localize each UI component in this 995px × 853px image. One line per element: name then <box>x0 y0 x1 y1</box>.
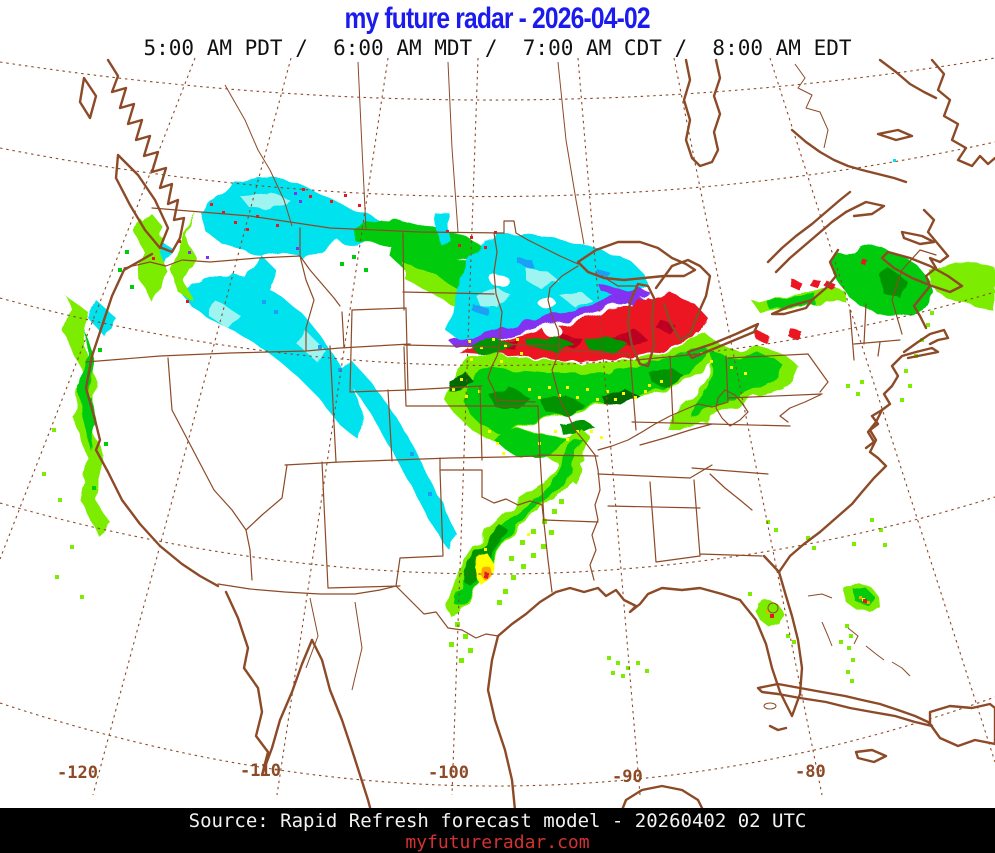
radar-snow-shield <box>447 234 648 340</box>
lon-label-row: -120 -110 -100 -90 -80 <box>57 761 826 787</box>
radar-speckles <box>42 159 934 683</box>
lon-label: -120 <box>57 763 98 783</box>
lon-label: -80 <box>795 762 826 782</box>
radar-rain-coast <box>64 218 160 536</box>
lon-label: -100 <box>428 763 469 783</box>
source-footer: Source: Rapid Refresh forecast model - 2… <box>0 808 995 853</box>
source-caption: Source: Rapid Refresh forecast model - 2… <box>188 810 807 832</box>
website-watermark: myfutureradar.com <box>405 832 590 853</box>
radar-rain-southeast <box>754 584 880 628</box>
valid-time-caption: 5:00 AM PDT / 6:00 AM MDT / 7:00 AM CDT … <box>143 36 852 60</box>
lon-label: -90 <box>612 767 643 787</box>
state-borders-layer <box>85 61 937 691</box>
radar-echo-layer <box>64 178 995 628</box>
coastline-layer <box>78 58 995 853</box>
page-title: my future radar - 2026-04-02 <box>344 2 651 35</box>
lon-label: -110 <box>240 761 281 781</box>
radar-rain-texas <box>448 430 590 616</box>
